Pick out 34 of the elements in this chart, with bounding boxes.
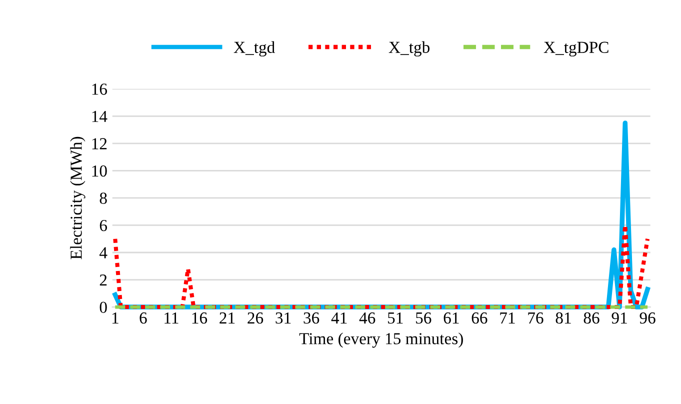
y-tick-label: 4 (99, 247, 108, 258)
y-tick-label: 6 (100, 220, 108, 232)
x-tick-label: 91 (612, 312, 627, 324)
x-tick-label: 31 (276, 312, 291, 324)
y-tick-label: 2 (100, 274, 107, 286)
x-tick-label: 76 (528, 312, 544, 324)
x-tick-label: 26 (248, 312, 264, 324)
y-tick-label: 0 (100, 302, 107, 313)
x-tick-label: 11 (164, 312, 178, 324)
x-tick-label: 61 (444, 312, 459, 324)
x-tick-label: 81 (556, 312, 571, 324)
y-tick-label: 14 (92, 110, 108, 122)
x-tick-label: 56 (416, 312, 432, 324)
x-tick-label: 46 (359, 312, 376, 324)
x-tick-label: 1 (112, 312, 118, 324)
x-axis-title: Time (every 15 minutes) (299, 332, 463, 348)
x-tick-label: 51 (388, 312, 403, 324)
x-tick-label: 41 (331, 312, 347, 324)
legend-label: X_tgb (388, 41, 430, 56)
y-tick-label: 10 (92, 165, 107, 177)
y-tick-label: 12 (92, 138, 107, 150)
y-axis-title: Electricity (MWh) (70, 136, 86, 260)
x-tick-label: 36 (304, 312, 320, 324)
legend-label: X_tgd (234, 41, 275, 56)
x-tick-label: 21 (220, 312, 235, 324)
x-tick-label: 96 (640, 312, 656, 324)
x-tick-label: 66 (472, 312, 488, 324)
x-tick-label: 71 (500, 312, 515, 324)
y-tick-label: 8 (100, 192, 107, 204)
x-tick-label: 86 (584, 312, 600, 324)
legend-label: X_tgDPC (544, 42, 608, 56)
y-tick-label: 16 (92, 84, 108, 95)
x-tick-label: 16 (192, 312, 208, 324)
x-tick-label: 6 (140, 312, 147, 324)
